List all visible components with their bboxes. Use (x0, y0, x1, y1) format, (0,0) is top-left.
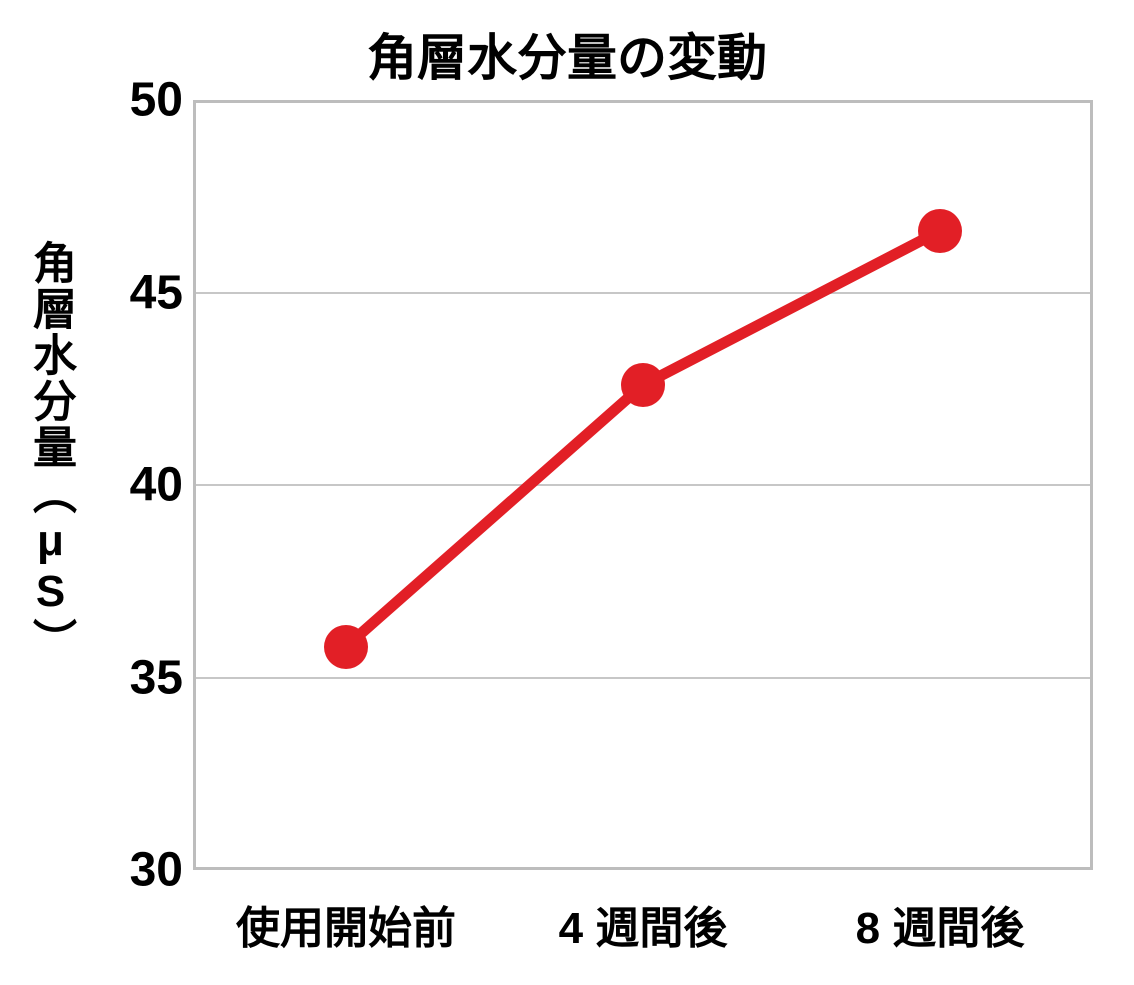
y-tick-label: 50 (113, 73, 183, 128)
plot-border (193, 100, 1093, 103)
y-tick-label: 35 (113, 650, 183, 705)
line-series (193, 100, 1093, 870)
x-tick-label: 8 週間後 (856, 892, 1025, 956)
y-tick-label: 30 (113, 843, 183, 898)
data-marker (324, 625, 368, 669)
y-tick-label: 40 (113, 458, 183, 513)
chart-container: 角層水分量の変動 角層水分量（μS） 3035404550 使用開始前4 週間後… (0, 0, 1134, 985)
plot-border (1090, 100, 1093, 870)
plot-area (193, 100, 1093, 870)
y-tick-label: 45 (113, 265, 183, 320)
plot-border (193, 100, 196, 870)
x-tick-label: 4 週間後 (559, 892, 728, 956)
data-marker (918, 209, 962, 253)
y-axis-label: 角層水分量（μS） (18, 240, 82, 664)
x-tick-label: 使用開始前 (236, 892, 456, 956)
data-marker (621, 363, 665, 407)
data-line (346, 231, 940, 647)
plot-border (193, 867, 1093, 870)
